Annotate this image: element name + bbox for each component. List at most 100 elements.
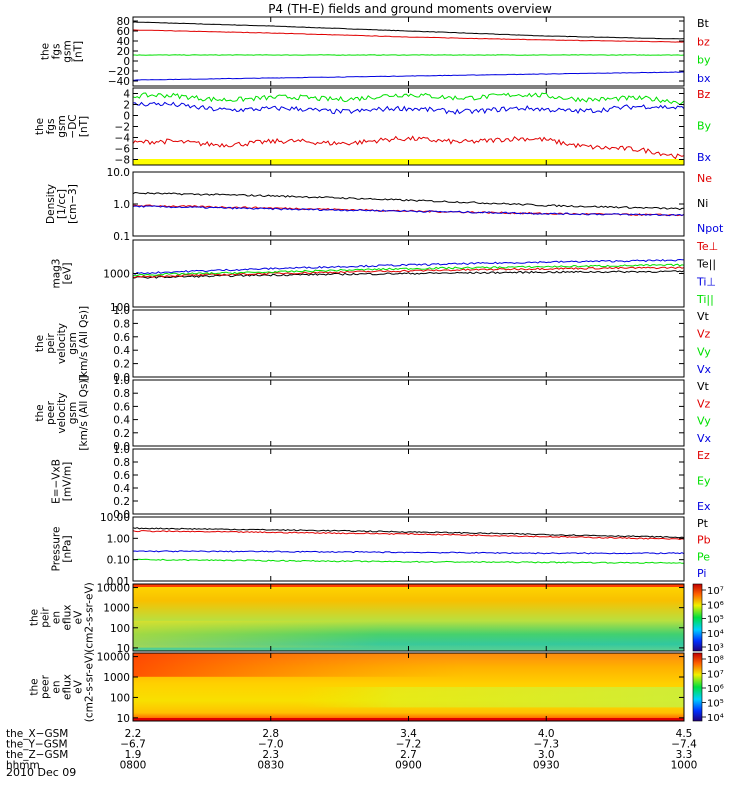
- y-axis-label: fgs: [51, 44, 63, 60]
- series-line-Pi: [132, 550, 685, 555]
- legend-entry: Vt: [697, 310, 710, 323]
- y-axis-label: the: [34, 118, 46, 135]
- legend-entry: Pb: [697, 534, 711, 547]
- y-tick-label: 4: [123, 89, 130, 101]
- y-tick-label: 1.00: [107, 533, 130, 545]
- y-tick-label: 1000: [103, 269, 130, 281]
- y-tick-label: 1.0: [113, 305, 130, 317]
- colorbar-tick-label: 10⁷: [707, 670, 724, 681]
- colorbar-tick-label: 10⁴: [707, 713, 724, 724]
- y-axis-label: gsm: [62, 40, 74, 62]
- series-line-Pe: [132, 558, 684, 564]
- panel-frame: [132, 171, 685, 237]
- y-tick-label: 100: [110, 692, 130, 704]
- x-tick-label: 3.4: [400, 728, 417, 740]
- y-tick-label: 10.0: [107, 167, 130, 179]
- colorbar-tick-label: 10⁴: [707, 629, 724, 640]
- y-axis-label: [km/s (All Qs)]: [78, 306, 90, 381]
- panel-frame: [132, 309, 685, 378]
- x-tick-label: −7.2: [396, 739, 422, 751]
- series-line-Te||: [132, 270, 685, 279]
- y-axis-label: −DC: [67, 114, 79, 138]
- panel-peir-en-eflux: 10⁷ 10⁶ 10⁵ 10⁴ 10³ 10000 1000 100 10 the peir en ef…: [29, 582, 724, 655]
- y-axis-label: eflux: [62, 674, 74, 700]
- x-tick-label: −7.0: [258, 739, 284, 751]
- spectrogram-peer-band: [298, 687, 684, 708]
- y-axis-label: [nT]: [73, 41, 85, 62]
- colorbar: 10⁷ 10⁶ 10⁵ 10⁴ 10³: [692, 583, 724, 654]
- y-tick-label: 0.2: [113, 496, 130, 508]
- y-axis-label: gsm: [67, 332, 79, 354]
- legend-entry: Ti⊥: [696, 275, 716, 288]
- y-tick-label: 0.8: [113, 388, 130, 400]
- x-tick-label: 3.0: [538, 749, 555, 761]
- y-axis-label: velocity: [56, 392, 68, 433]
- series-line-bx: [132, 71, 685, 81]
- y-axis-label: peer: [45, 400, 57, 425]
- y-axis-label: [nT]: [78, 116, 90, 137]
- legend-entry: Vz: [697, 328, 711, 341]
- legend-entry: Vt: [697, 380, 710, 393]
- x-row-label: the_Z−GSM: [6, 749, 68, 761]
- series-line-Bz: [132, 135, 685, 160]
- legend-entry: Te⊥: [696, 240, 718, 253]
- legend-entry: By: [697, 120, 712, 133]
- y-axis-label: peir: [45, 333, 57, 354]
- y-tick-label: −8: [115, 155, 130, 167]
- y-tick-label: 0.10: [107, 555, 130, 567]
- x-tick-label: −7.3: [534, 739, 560, 751]
- y-tick-label: 0.2: [113, 359, 130, 371]
- legend-entry: Npot: [697, 222, 724, 235]
- y-tick-label: 0.0: [113, 372, 130, 384]
- y-tick-label: 0: [123, 56, 130, 68]
- y-axis-label: [mV/m]: [62, 462, 74, 501]
- legend-entry: Vx: [697, 432, 712, 445]
- series-line-Npot: [132, 205, 685, 217]
- panel-fgs-gsm-dc: 420−2−4−6−8 the fgs gsm −DC [nT] Bz By Bx: [34, 87, 712, 167]
- colorbar-tick-label: 10⁶: [707, 600, 724, 611]
- colorbar-tick-label: 10⁵: [707, 699, 724, 710]
- y-axis-label: eflux: [62, 605, 74, 631]
- colorbar-tick-label: 10⁵: [707, 615, 724, 626]
- y-tick-label: 0.4: [113, 345, 130, 357]
- x-tick-label: 4.5: [676, 728, 693, 740]
- y-tick-label: 0.2: [113, 428, 130, 440]
- panel-peer-en-eflux: 10⁸ 10⁷ 10⁶ 10⁵ 10⁴ 10000 1000 100 10 the peer en ef…: [29, 652, 724, 725]
- x-tick-label: 2.7: [400, 749, 417, 761]
- colorbar: 10⁸ 10⁷ 10⁶ 10⁵ 10⁴: [692, 652, 724, 724]
- y-tick-label: 60: [117, 26, 130, 38]
- colorbar-gradient: [692, 652, 703, 722]
- y-axis-label: velocity: [56, 323, 68, 364]
- y-tick-label: 1000: [103, 672, 130, 684]
- figure-title: P4 (TH-E) fields and ground moments over…: [268, 2, 552, 16]
- series-line-Bx: [132, 101, 685, 115]
- y-axis-label: [km/s (All Qs)]: [78, 375, 90, 450]
- panel-frame: [132, 516, 685, 582]
- y-tick-label: 100: [110, 623, 130, 635]
- series-line-Pt: [132, 527, 685, 539]
- y-axis-label: [nPa]: [62, 535, 74, 562]
- legend-entry: Vx: [697, 363, 712, 376]
- legend-entry: Ti||: [696, 293, 714, 306]
- y-axis-label: the: [40, 43, 52, 60]
- legend-entry: Vy: [697, 415, 711, 428]
- y-tick-label: 0.8: [113, 457, 130, 469]
- y-tick-label: −2: [115, 122, 130, 134]
- colorbar-tick-label: 10⁸: [707, 655, 724, 666]
- panel-frame: [132, 379, 685, 447]
- x-tick-label: 4.0: [538, 728, 555, 740]
- y-axis-label: gsm: [56, 115, 68, 137]
- legend-entry: Pt: [697, 517, 709, 530]
- series-line-Ti||: [132, 263, 685, 277]
- y-axis-label: E=−VxB: [51, 459, 63, 504]
- legend-entry: Ni: [697, 197, 708, 210]
- x-tick-label: 2.8: [262, 728, 279, 740]
- y-axis-label: gsm: [67, 402, 79, 424]
- y-axis-label: [cm−3]: [67, 184, 79, 224]
- y-tick-label: 80: [117, 16, 130, 28]
- y-tick-label: 40: [117, 36, 130, 48]
- y-tick-label: 0.6: [113, 401, 130, 413]
